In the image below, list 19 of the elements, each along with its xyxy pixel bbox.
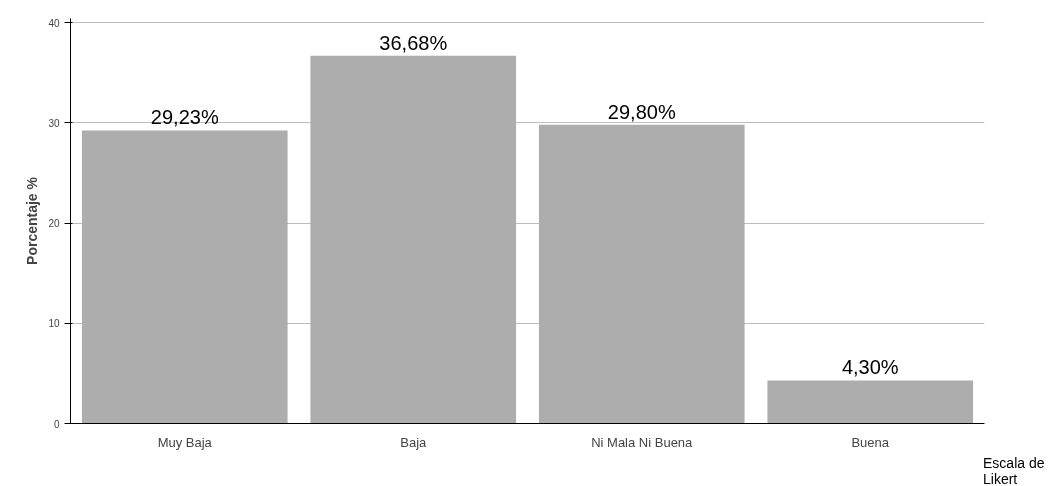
y-tick-label: 40 [48,17,60,29]
bar [538,124,745,424]
bar [310,55,517,424]
data-label: 4,30% [841,356,899,379]
data-label: 29,23% [150,106,219,129]
x-tick-label: Muy Baja [157,434,213,450]
y-axis-title: Porcentaje % [24,176,41,265]
y-tick-label: 20 [48,218,60,229]
y-tick-label: 30 [48,117,60,129]
x-tick-label: Baja [400,434,428,450]
x-tick-label: Buena [851,434,890,450]
x-axis-title: Escala de Likert [983,454,1045,486]
data-label: 29,80% [607,100,676,123]
bar [81,130,288,424]
y-tick-label: 0 [53,418,60,430]
x-tick-label: Ni Mala Ni Buena [591,434,694,450]
data-label: 36,68% [379,31,448,54]
bar [767,380,974,424]
y-tick-label: 10 [48,318,60,330]
